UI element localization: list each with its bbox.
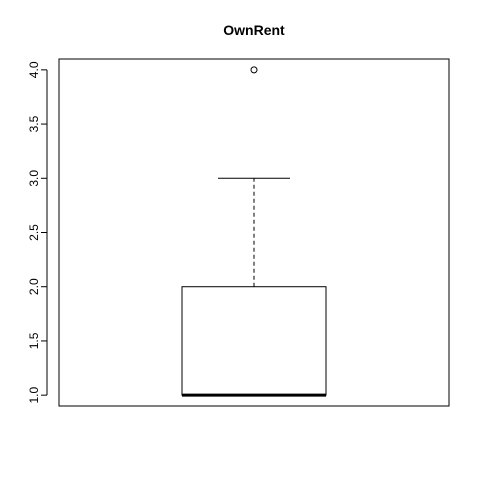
y-tick-label: 2.5 [27, 224, 41, 241]
box-group [181, 66, 327, 397]
iqr-box [181, 286, 327, 396]
y-axis: 1.0 1.5 2.0 2.5 3.0 3.5 4.0 [27, 61, 48, 404]
y-tick-label: 3.5 [27, 115, 41, 132]
outlier-point [250, 66, 258, 74]
plot-frame [58, 58, 450, 407]
y-tick-label: 4.0 [27, 61, 41, 78]
y-tick-label: 1.0 [27, 386, 41, 403]
y-tick-label: 3.0 [27, 170, 41, 187]
chart-title: OwnRent [223, 22, 285, 38]
y-tick-label: 2.0 [27, 278, 41, 295]
y-tick-label: 1.5 [27, 332, 41, 349]
